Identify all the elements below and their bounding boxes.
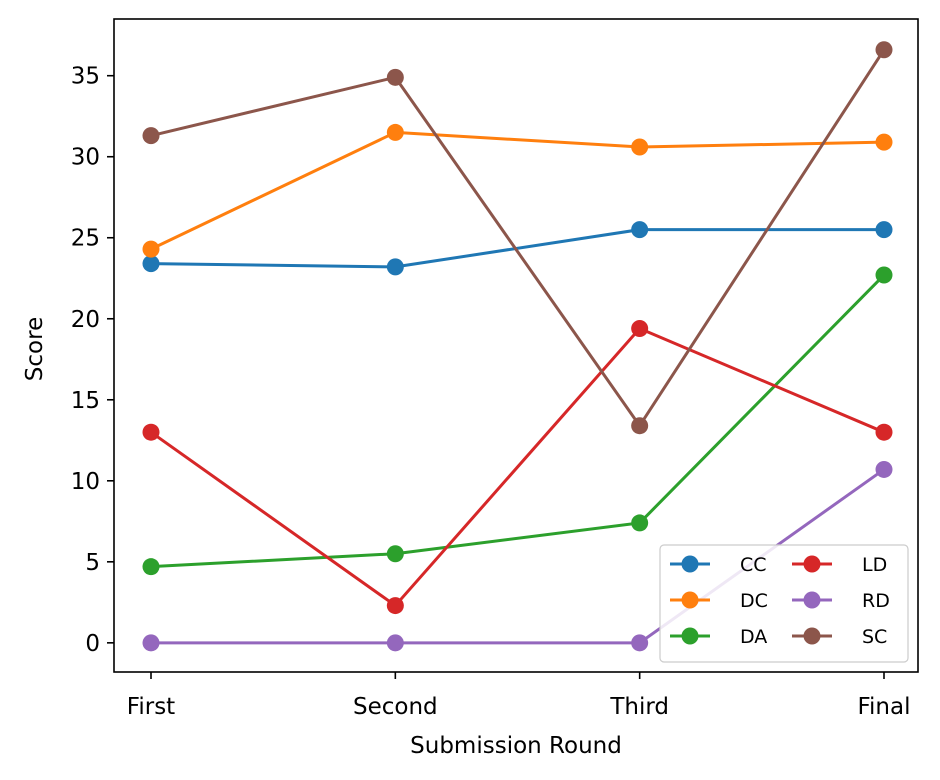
y-tick-label: 25 [71, 226, 100, 252]
series-line-da [150, 273, 886, 569]
legend-box [659, 544, 909, 663]
data-point-dc [142, 240, 160, 258]
data-point-rd [386, 634, 404, 652]
data-point-da [142, 558, 160, 576]
data-point-ld [142, 423, 160, 441]
data-point-ld [875, 423, 893, 441]
x-axis-label: Submission Round [410, 733, 622, 759]
x-tick-label: Second [353, 694, 438, 720]
data-point-cc [631, 221, 649, 239]
data-point-dc [386, 123, 404, 141]
series-line-cc [150, 228, 884, 269]
x-axis: First Second Third Final [127, 672, 911, 720]
data-point-da [386, 545, 404, 563]
legend-label-ld: LD [862, 554, 887, 576]
legend-marker-sc [803, 627, 821, 645]
data-point-cc [875, 221, 893, 239]
legend-marker-dc [681, 591, 699, 609]
y-tick-label: 10 [71, 469, 100, 495]
data-point-rd [875, 460, 893, 478]
plot-area [113, 18, 919, 673]
y-tick-label: 15 [71, 388, 100, 414]
data-point-sc [631, 417, 649, 435]
plot-frame [113, 18, 919, 673]
data-point-dc [631, 138, 649, 156]
data-point-sc [875, 41, 893, 59]
series-line-dc [150, 130, 885, 251]
data-point-dc [875, 133, 893, 151]
y-axis: 0 5 10 15 20 25 30 35 [71, 64, 114, 657]
legend: CC DC DA LD RD SC [659, 544, 909, 663]
y-tick-label: 30 [71, 145, 100, 171]
data-point-cc [386, 258, 404, 276]
data-point-cc [142, 255, 160, 273]
data-point-ld [631, 319, 649, 337]
series-line-sc [150, 48, 886, 428]
data-point-ld [386, 597, 404, 615]
y-tick-label: 35 [71, 64, 100, 90]
legend-label-da: DA [740, 626, 767, 648]
legend-marker-ld [803, 555, 821, 573]
y-tick-label: 20 [71, 307, 100, 333]
data-point-rd [631, 634, 649, 652]
legend-label-sc: SC [862, 626, 887, 648]
y-tick-label: 5 [85, 550, 100, 576]
y-tick-label: 0 [85, 631, 100, 657]
data-point-da [631, 514, 649, 532]
data-point-rd [142, 634, 160, 652]
legend-label-cc: CC [740, 554, 767, 576]
legend-marker-da [681, 627, 699, 645]
x-tick-label: Third [609, 694, 669, 720]
legend-label-dc: DC [740, 590, 768, 612]
legend-marker-rd [803, 591, 821, 609]
legend-marker-cc [681, 555, 699, 573]
data-point-sc [386, 68, 404, 86]
data-point-da [875, 266, 893, 284]
legend-label-rd: RD [862, 590, 890, 612]
y-axis-label: Score [22, 317, 48, 381]
x-tick-label: First [127, 694, 175, 720]
data-point-sc [142, 127, 160, 145]
series-line-ld [150, 326, 885, 608]
x-tick-label: Final [857, 694, 910, 720]
